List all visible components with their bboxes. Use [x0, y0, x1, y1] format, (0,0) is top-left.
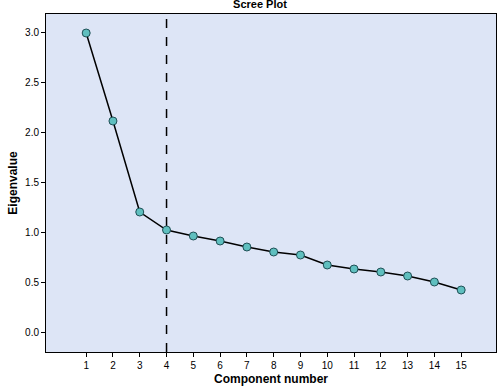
svg-text:4: 4 [164, 360, 170, 371]
svg-text:1.0: 1.0 [25, 227, 39, 238]
svg-text:0.5: 0.5 [25, 277, 39, 288]
svg-text:15: 15 [456, 360, 468, 371]
svg-text:0.0: 0.0 [25, 327, 39, 338]
svg-text:Eigenvalue: Eigenvalue [6, 151, 20, 215]
svg-text:Scree Plot: Scree Plot [233, 0, 287, 10]
svg-text:2: 2 [110, 360, 116, 371]
svg-text:7: 7 [244, 360, 250, 371]
svg-text:11: 11 [349, 360, 360, 371]
svg-text:8: 8 [271, 360, 277, 371]
svg-text:13: 13 [402, 360, 414, 371]
svg-text:9: 9 [298, 360, 304, 371]
svg-text:2.0: 2.0 [25, 127, 39, 138]
svg-text:3.0: 3.0 [25, 27, 39, 38]
svg-text:2.5: 2.5 [25, 77, 39, 88]
svg-text:14: 14 [429, 360, 441, 371]
svg-text:Component number: Component number [214, 372, 328, 386]
svg-text:3: 3 [137, 360, 143, 371]
svg-text:6: 6 [217, 360, 223, 371]
svg-text:12: 12 [375, 360, 387, 371]
svg-text:5: 5 [191, 360, 197, 371]
svg-text:1: 1 [83, 360, 89, 371]
svg-text:1.5: 1.5 [25, 177, 39, 188]
svg-text:10: 10 [322, 360, 334, 371]
